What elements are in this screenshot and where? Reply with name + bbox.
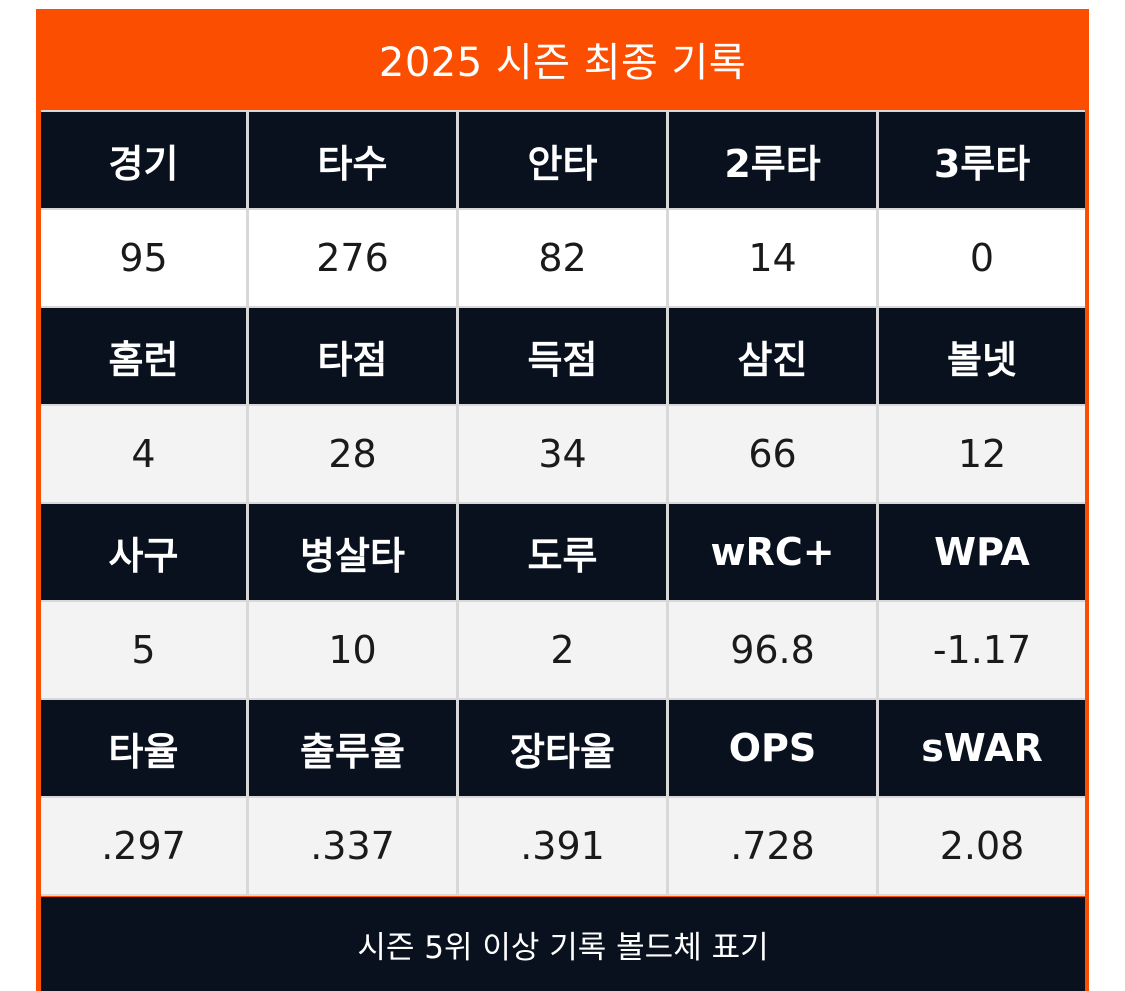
stat-value: 10 [249,602,456,698]
stat-value: 2 [459,602,666,698]
stat-header: 삼진 [669,308,876,404]
stat-value: 0 [879,210,1085,306]
stat-header: 타점 [249,308,456,404]
stat-header: 타수 [249,112,456,208]
stat-value: 66 [669,406,876,502]
card-title: 2025 시즌 최종 기록 [378,40,747,86]
footnote: 시즌 5위 이상 기록 볼드체 표기 [41,897,1085,991]
stat-header: 출루율 [249,700,456,796]
stat-header: 안타 [459,112,666,208]
stat-value: 28 [249,406,456,502]
stat-header: 홈런 [41,308,246,404]
stats-card: 2025 시즌 최종 기록 경기 타수 안타 2루타 3루타 95 276 82… [36,9,1089,991]
stat-header: wRC+ [669,504,876,600]
stat-header: 장타율 [459,700,666,796]
stat-value: 95 [41,210,246,306]
stat-value: 96.8 [669,602,876,698]
stat-header: 경기 [41,112,246,208]
stat-header: 득점 [459,308,666,404]
stats-table: 경기 타수 안타 2루타 3루타 95 276 82 14 0 홈런 타점 득점… [41,110,1085,896]
stat-value: .337 [249,798,456,894]
stat-value: 4 [41,406,246,502]
stat-header: 타율 [41,700,246,796]
stat-value: 5 [41,602,246,698]
stat-header: OPS [669,700,876,796]
stat-value: 34 [459,406,666,502]
stat-header: WPA [879,504,1085,600]
stat-value: 82 [459,210,666,306]
stat-value: .297 [41,798,246,894]
stat-value: .391 [459,798,666,894]
stat-value: -1.17 [879,602,1085,698]
stat-value: 12 [879,406,1085,502]
stat-value: 14 [669,210,876,306]
stat-header: 2루타 [669,112,876,208]
stat-header: 사구 [41,504,246,600]
stat-header: 3루타 [879,112,1085,208]
stat-value: .728 [669,798,876,894]
stat-header: 병살타 [249,504,456,600]
stat-header: 도루 [459,504,666,600]
stat-header: 볼넷 [879,308,1085,404]
stat-value: 2.08 [879,798,1085,894]
stat-header: sWAR [879,700,1085,796]
stat-value: 276 [249,210,456,306]
